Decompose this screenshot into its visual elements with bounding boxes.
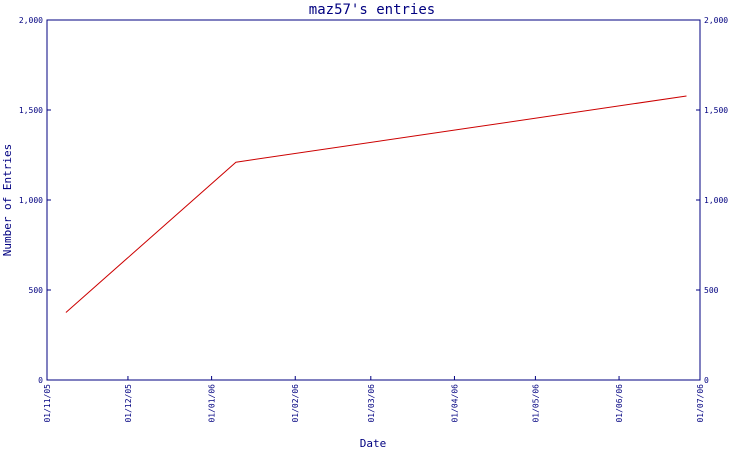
y-tick-label-left: 1,000 [19,196,43,205]
chart-title: maz57's entries [309,2,435,18]
y-tick-label-left: 1,500 [19,106,43,115]
y-tick-label-right: 2,000 [704,16,728,25]
y-tick-label-left: 2,000 [19,16,43,25]
x-tick-label: 01/06/06 [615,384,624,423]
x-tick-label: 01/12/05 [124,384,133,423]
y-tick-label-right: 0 [704,376,709,385]
series-line [65,95,687,313]
series-layer [65,95,687,313]
y-tick-label-left: 0 [38,376,43,385]
x-tick-label: 01/11/05 [43,384,52,423]
x-tick-label: 01/04/06 [450,384,459,423]
y-tick-label-right: 1,500 [704,106,728,115]
y-axis-label: Number of Entries [1,144,14,257]
x-tick-label: 01/05/06 [531,384,540,423]
y-tick-label-right: 1,000 [704,196,728,205]
x-axis-label: Date [360,437,387,450]
x-tick-label: 01/02/06 [291,384,300,423]
y-tick-label-left: 500 [29,286,44,295]
x-tick-label: 01/07/06 [696,384,705,423]
x-axis: 01/11/05 01/12/05 01/01/06 01/02/06 01/03/06… [43,376,705,423]
plot-frame [46,19,701,381]
y-tick-label-right: 500 [704,286,719,295]
x-tick-label: 01/03/06 [367,384,376,423]
y-axis-left: 0 500 1,000 1,500 2,000 [19,16,51,385]
y-axis-right: 0 500 1,000 1,500 2,000 [696,16,728,385]
x-tick-label: 01/01/06 [208,384,217,423]
